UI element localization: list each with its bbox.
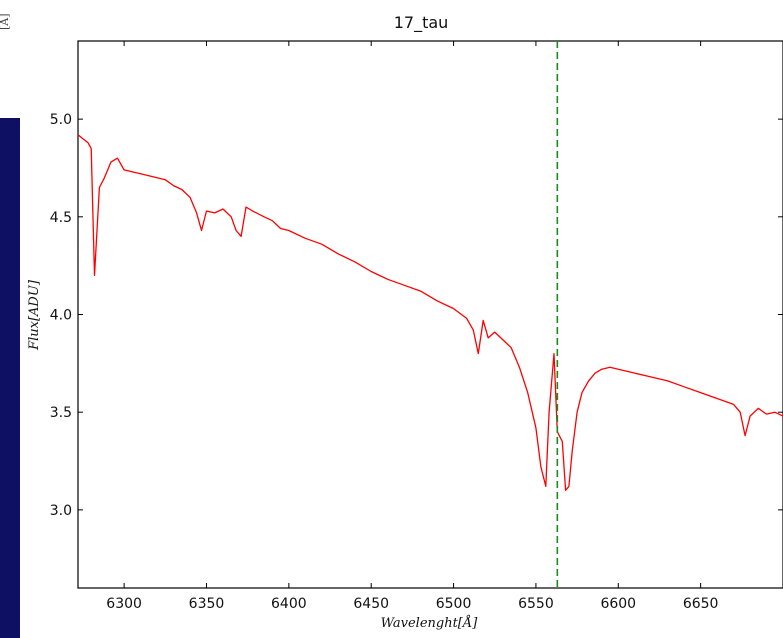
- x-axis-label: Wavelenght[Å]: [381, 615, 479, 631]
- x-tick-label: 6350: [189, 596, 225, 612]
- x-tick-label: 6500: [436, 596, 472, 612]
- y-tick-label: 4.0: [50, 308, 72, 324]
- x-tick-label: 6650: [683, 596, 719, 612]
- x-tick-label: 6300: [106, 596, 142, 612]
- x-tick-label: 6450: [353, 596, 389, 612]
- x-tick-label: 6600: [600, 596, 636, 612]
- y-tick-label: 4.5: [50, 210, 72, 226]
- chart-marks: 6300 6350 6400 6450 6500 6550 6600 6650 3.0 3.5 4.…: [50, 40, 783, 612]
- y-tick-label: 3.5: [50, 405, 72, 421]
- x-tick-label: 6400: [271, 596, 307, 612]
- chart-title: 17_tau: [394, 13, 449, 33]
- y-tick-label: 5.0: [50, 112, 72, 128]
- y-tick-label: 3.0: [50, 503, 72, 519]
- x-tick-label: 6550: [518, 596, 554, 612]
- spectrum-line: [77, 134, 783, 491]
- left-border-strip: [0, 118, 20, 638]
- y-axis-label: Flux[ADU]: [27, 279, 42, 351]
- plot-frame: [77, 40, 783, 589]
